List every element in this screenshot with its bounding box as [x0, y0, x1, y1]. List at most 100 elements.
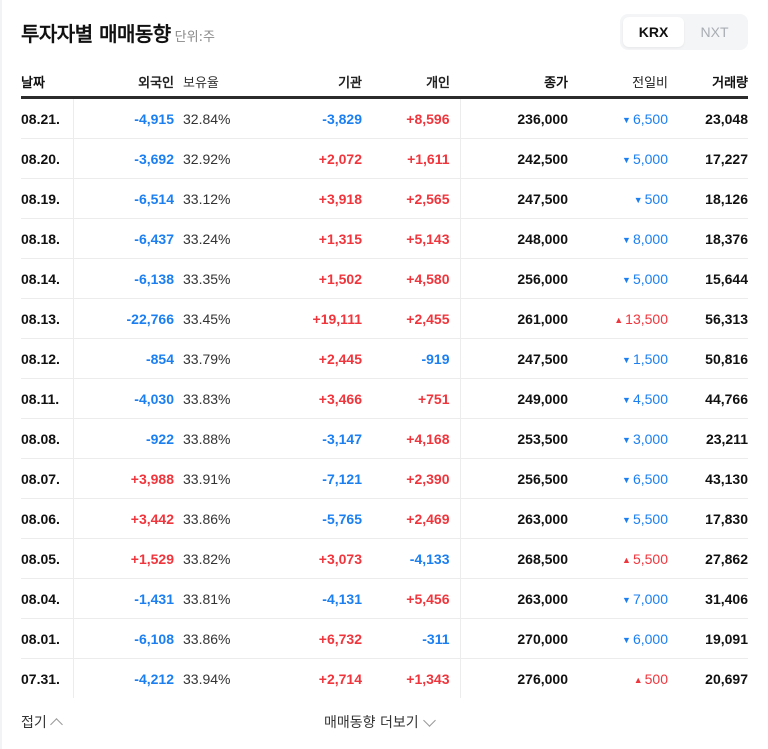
cell-ratio: 33.86% [174, 618, 244, 659]
cell-institution: +19,111 [244, 298, 362, 339]
cell-volume: 15,644 [668, 258, 748, 299]
triangle-down-icon: ▼ [622, 434, 631, 445]
cell-date: 08.06. [21, 498, 74, 539]
change-value: 1,500 [632, 350, 668, 367]
cell-ratio: 33.81% [174, 578, 244, 619]
col-header-close: 종가 [460, 66, 568, 99]
cell-institution: +2,072 [244, 138, 362, 179]
cell-close: 276,000 [517, 670, 568, 687]
cell-ratio: 33.94% [183, 670, 231, 687]
cell-volume: 44,766 [668, 378, 748, 419]
more-trading-button[interactable]: 매매동향 더보기 [324, 712, 436, 732]
collapse-label: 접기 [21, 715, 47, 731]
chevron-down-icon [422, 713, 436, 727]
cell-close: 253,500 [460, 418, 568, 459]
panel-left-edge [0, 0, 2, 749]
cell-date: 08.13. [21, 298, 74, 339]
triangle-up-icon: ▲ [633, 674, 643, 685]
cell-ratio: 33.24% [174, 218, 244, 259]
table-row: 08.14. -6,138 33.35% +1,502 +4,580 256,000 ▼ 5,… [21, 258, 748, 299]
table-row: 08.06. +3,442 33.86% -5,765 +2,469 263,000 ▼ 5,… [21, 498, 748, 539]
change-value: 5,500 [632, 510, 668, 527]
change-value: 4,500 [632, 390, 668, 407]
cell-institution: +2,714 [318, 670, 362, 687]
change-value: 6,000 [632, 630, 668, 647]
table-row: 08.08. -922 33.88% -3,147 +4,168 253,500 ▼ 3,00… [21, 418, 748, 459]
section-header: 투자자별 매매동향 단위:주 KRX NXT [21, 14, 748, 54]
table-footer: 접기 매매동향 더보기 [21, 708, 748, 738]
cell-foreign: -922 [73, 418, 174, 459]
cell-foreign: -6,108 [73, 618, 174, 659]
table-body: 08.21. -4,915 32.84% -3,829 +8,596 236,000 ▼ 6,… [21, 97, 748, 699]
cell-ratio: 33.88% [174, 418, 244, 459]
table-row: 08.11. -4,030 33.83% +3,466 +751 249,000 ▼ 4,50… [21, 378, 748, 419]
section-title: 투자자별 매매동향 단위:주 [21, 18, 215, 47]
cell-close: 263,000 [460, 578, 568, 619]
cell-foreign: +3,988 [73, 458, 174, 499]
change-value: 5,000 [632, 150, 668, 167]
triangle-down-icon: ▼ [622, 274, 631, 285]
cell-individual: +2,469 [362, 498, 461, 539]
cell-foreign: -4,030 [73, 378, 174, 419]
cell-date: 08.20. [21, 138, 74, 179]
table-row: 07.31. -4,212 33.94% +2,714 +1,343 276,000 ▲ 50… [21, 658, 748, 699]
cell-date: 08.07. [21, 458, 74, 499]
cell-ratio: 33.91% [174, 458, 244, 499]
cell-close: 261,000 [460, 298, 568, 339]
cell-ratio: 33.12% [174, 178, 244, 219]
collapse-button[interactable]: 접기 [21, 712, 63, 732]
cell-ratio: 33.86% [174, 498, 244, 539]
change-value: 7,000 [632, 590, 668, 607]
cell-volume: 50,816 [668, 338, 748, 379]
cell-institution: -3,829 [244, 97, 362, 139]
cell-individual: +2,565 [362, 178, 461, 219]
cell-foreign: -3,692 [73, 138, 174, 179]
change-value: 6,500 [632, 470, 668, 487]
cell-volume: 23,211 [668, 418, 748, 459]
cell-institution: +1,315 [244, 218, 362, 259]
table-row: 08.12. -854 33.79% +2,445 -919 247,500 ▼ 1,500 5… [21, 338, 748, 379]
col-header-volume: 거래량 [668, 66, 748, 99]
change-value: 500 [644, 670, 668, 687]
change-value: 8,000 [632, 230, 668, 247]
cell-ratio: 33.35% [174, 258, 244, 299]
cell-close: 270,000 [460, 618, 568, 659]
cell-institution: +3,466 [244, 378, 362, 419]
cell-close: 263,000 [460, 498, 568, 539]
unit-label: 단위:주 [174, 30, 215, 45]
cell-foreign: -6,437 [73, 218, 174, 259]
tab-nxt[interactable]: NXT [700, 24, 729, 40]
cell-institution: +3,918 [244, 178, 362, 219]
cell-foreign: -1,431 [73, 578, 174, 619]
triangle-down-icon: ▼ [622, 594, 631, 605]
cell-foreign: -22,766 [73, 298, 174, 339]
cell-close: 248,000 [460, 218, 568, 259]
cell-individual: -4,133 [362, 538, 461, 579]
cell-date: 08.19. [21, 178, 74, 219]
cell-institution: -3,147 [244, 418, 362, 459]
cell-institution: +6,732 [244, 618, 362, 659]
cell-change: ▲ 500 [568, 659, 668, 699]
cell-individual: +2,455 [362, 298, 461, 339]
cell-ratio: 33.82% [174, 538, 244, 579]
cell-volume: 31,406 [668, 578, 748, 619]
cell-volume: 19,091 [668, 618, 748, 659]
cell-change: ▼ 6,500 [568, 97, 668, 139]
triangle-down-icon: ▼ [622, 514, 631, 525]
cell-change: ▼ 6,500 [568, 458, 668, 499]
cell-institution: -5,765 [244, 498, 362, 539]
cell-volume: 18,126 [668, 178, 748, 219]
more-label: 매매동향 더보기 [324, 715, 419, 731]
cell-volume: 23,048 [668, 97, 748, 139]
cell-foreign: -6,514 [73, 178, 174, 219]
cell-date: 08.18. [21, 218, 74, 259]
table-row: 08.01. -6,108 33.86% +6,732 -311 270,000 ▼ 6,00… [21, 618, 748, 659]
cell-date: 08.08. [21, 418, 74, 459]
tab-krx[interactable]: KRX [623, 17, 684, 47]
cell-change: ▼ 500 [568, 178, 668, 219]
cell-institution: +3,073 [244, 538, 362, 579]
cell-date: 08.05. [21, 538, 74, 579]
cell-foreign: -854 [73, 338, 174, 379]
col-header-change: 전일비 [568, 66, 668, 99]
table-row: 08.20. -3,692 32.92% +2,072 +1,611 242,500 ▼ 5,… [21, 138, 748, 179]
